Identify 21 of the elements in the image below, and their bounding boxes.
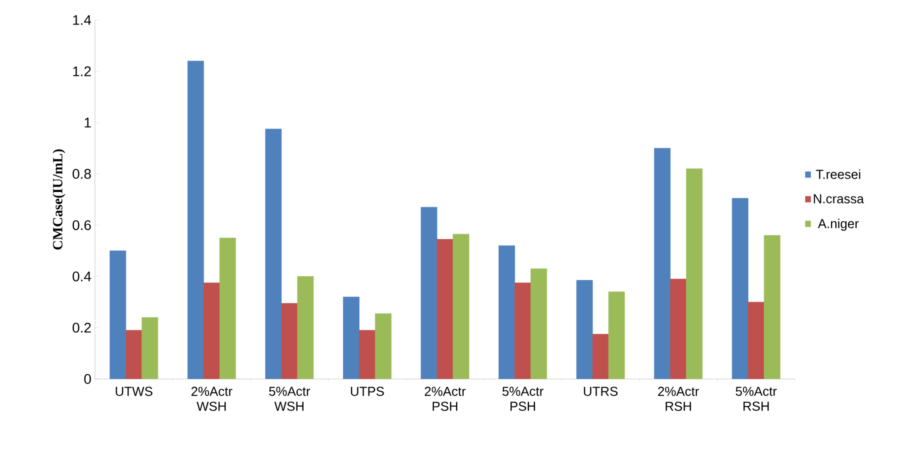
- x-tick-label: 2%Actr PSH: [424, 386, 466, 411]
- y-tick-label: 0.8: [72, 168, 91, 179]
- y-tick-label: 0.2: [72, 322, 91, 333]
- x-tick-label: UTWS: [116, 386, 152, 396]
- y-tick-label: 0.4: [72, 271, 92, 282]
- x-tick-label: 5%Actr PSH: [502, 386, 544, 411]
- y-tick-label: 1.2: [73, 66, 91, 76]
- y-tick-label: 1: [84, 118, 91, 128]
- x-tick-label: UTRS: [584, 386, 618, 396]
- x-tick-label: 2%Actr RSH: [658, 386, 699, 411]
- x-tick-label: 5%Actr RSH: [736, 386, 777, 411]
- legend-label: A.niger: [818, 218, 859, 231]
- y-axis-title: CMCase(IU/mL): [52, 149, 66, 250]
- y-tick-label: 1.4: [73, 15, 92, 25]
- y-tick-label: 0: [84, 374, 91, 384]
- x-tick-label: 5%Actr WSH: [269, 386, 310, 411]
- y-tick-label: 0.6: [72, 220, 91, 230]
- x-tick-label: UTPS: [350, 386, 384, 396]
- x-tick-label: 2%Actr WSH: [191, 386, 232, 411]
- legend-label: T.reesei: [816, 169, 860, 179]
- legend-label: N.crassa: [814, 194, 864, 204]
